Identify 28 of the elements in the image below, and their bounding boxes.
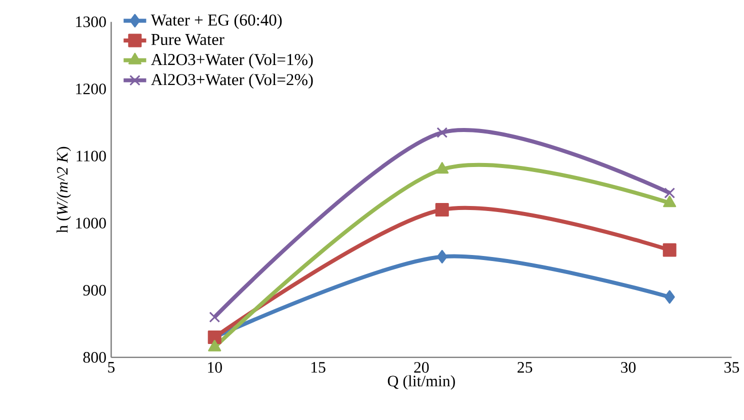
point xyxy=(435,203,449,217)
x-tick-label: 20 xyxy=(414,362,429,373)
point xyxy=(209,312,220,323)
x-tick-label: 25 xyxy=(518,362,532,373)
point xyxy=(436,250,448,264)
x-tick-label: 5 xyxy=(108,362,115,373)
y-tick-label: 1300 xyxy=(76,16,106,28)
legend-label: Water + EG (60:40) xyxy=(150,14,282,30)
point xyxy=(663,196,676,208)
point xyxy=(664,188,676,198)
y-tick-label: 1200 xyxy=(76,84,106,94)
point xyxy=(436,162,449,174)
point xyxy=(664,290,675,304)
point xyxy=(662,243,676,257)
x-tick-label: 10 xyxy=(208,362,222,373)
legend-label: Pure Water xyxy=(151,34,224,46)
x-tick-label: 30 xyxy=(621,362,636,373)
x-tick-label: 35 xyxy=(724,362,739,373)
x-tick-label: 15 xyxy=(311,362,326,373)
legend-label: Al2O3+Water (Vol=1%) xyxy=(151,54,313,69)
y-tick-label: 900 xyxy=(83,284,106,296)
y-tick-label: 800 xyxy=(83,352,106,363)
point xyxy=(436,127,448,138)
y-axis-title: h (W/(m^2 K) xyxy=(56,146,71,233)
x-axis-title: Q (lit/min) xyxy=(388,375,455,390)
y-tick-label: 1000 xyxy=(76,218,106,229)
y-tick-label: 1100 xyxy=(76,150,106,162)
legend-label: Al2O3+Water (Vol=2%) xyxy=(151,74,313,89)
